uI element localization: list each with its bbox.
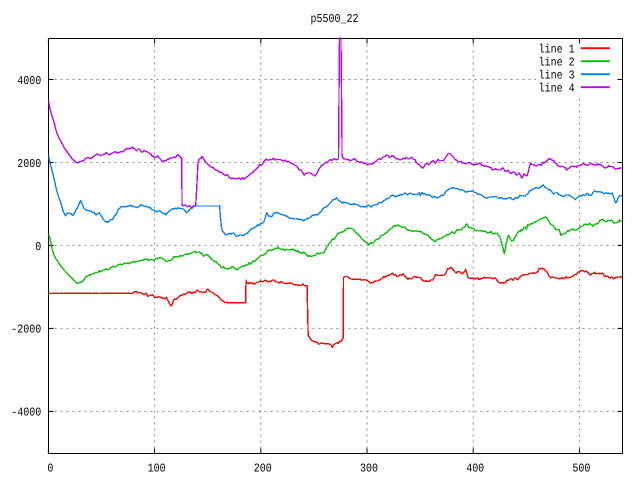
svg-text:p5500_22: p5500_22 xyxy=(311,12,359,26)
svg-text:line 1: line 1 xyxy=(539,43,575,57)
svg-text:0: 0 xyxy=(47,462,53,476)
svg-text:200: 200 xyxy=(254,462,272,476)
svg-text:400: 400 xyxy=(466,462,484,476)
svg-text:100: 100 xyxy=(148,462,166,476)
svg-text:2000: 2000 xyxy=(17,157,41,171)
svg-text:0: 0 xyxy=(35,240,41,254)
svg-text:500: 500 xyxy=(572,462,590,476)
svg-text:-4000: -4000 xyxy=(11,406,41,420)
svg-text:4000: 4000 xyxy=(17,74,41,88)
svg-text:line 4: line 4 xyxy=(539,82,575,96)
svg-text:line 2: line 2 xyxy=(539,56,575,70)
svg-text:line 3: line 3 xyxy=(539,69,575,83)
svg-text:300: 300 xyxy=(360,462,378,476)
svg-text:-2000: -2000 xyxy=(11,323,41,337)
